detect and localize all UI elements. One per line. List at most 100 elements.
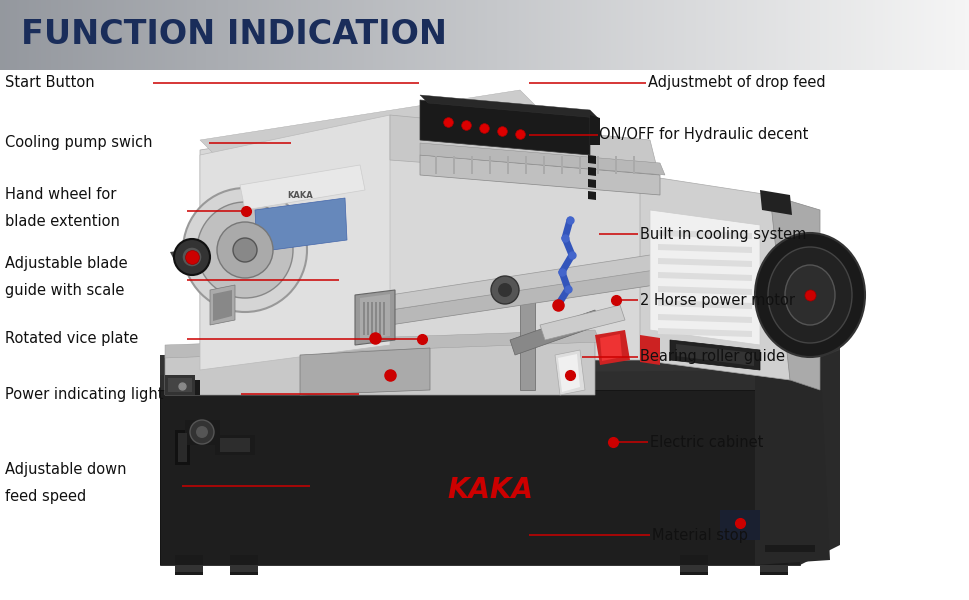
Bar [961, 0, 964, 70]
Bar [608, 0, 610, 70]
Bar [860, 0, 862, 70]
Bar [455, 0, 457, 70]
Polygon shape [543, 156, 545, 174]
Bar [966, 0, 969, 70]
Bar [656, 0, 659, 70]
Bar [239, 0, 242, 70]
Polygon shape [390, 115, 659, 180]
Bar [388, 0, 390, 70]
Polygon shape [510, 310, 600, 355]
Bar [678, 0, 680, 70]
Bar [484, 0, 486, 70]
Bar [927, 0, 930, 70]
Bar [911, 0, 913, 70]
Bar [799, 0, 801, 70]
Bar [365, 0, 368, 70]
Polygon shape [366, 302, 368, 335]
Bar [63, 0, 65, 70]
Bar [695, 0, 698, 70]
Bar [901, 0, 903, 70]
Bar [913, 0, 916, 70]
Bar [547, 0, 549, 70]
Bar [41, 0, 44, 70]
Bar [494, 0, 496, 70]
Polygon shape [420, 155, 659, 195]
Polygon shape [657, 300, 751, 309]
Bar [732, 0, 734, 70]
Bar [53, 0, 55, 70]
Polygon shape [174, 565, 203, 572]
Bar [320, 0, 322, 70]
Bar [247, 0, 250, 70]
Bar [811, 0, 814, 70]
Bar [554, 0, 557, 70]
Bar [512, 0, 514, 70]
Bar [819, 0, 821, 70]
Bar [502, 0, 504, 70]
Bar [259, 0, 262, 70]
Bar [833, 0, 835, 70]
Bar [84, 0, 87, 70]
Bar [150, 0, 152, 70]
Bar [622, 0, 625, 70]
Bar [632, 0, 635, 70]
Polygon shape [675, 344, 753, 366]
Bar [162, 0, 165, 70]
Bar [310, 0, 312, 70]
Bar [351, 0, 354, 70]
Bar [252, 0, 254, 70]
Bar [727, 0, 729, 70]
Bar [549, 0, 552, 70]
Bar [176, 0, 179, 70]
Bar [167, 0, 170, 70]
Polygon shape [719, 510, 760, 540]
Bar [296, 0, 298, 70]
Bar [357, 0, 359, 70]
Bar [673, 0, 675, 70]
Bar [141, 0, 143, 70]
Bar [748, 0, 751, 70]
Bar [438, 0, 441, 70]
Bar [707, 0, 709, 70]
Bar [50, 0, 53, 70]
Bar [237, 0, 240, 70]
Polygon shape [255, 198, 347, 252]
Bar [610, 0, 612, 70]
Polygon shape [213, 290, 232, 321]
Polygon shape [174, 430, 190, 465]
Bar [383, 0, 385, 70]
Bar [741, 0, 743, 70]
Bar [569, 0, 572, 70]
Bar [826, 0, 828, 70]
Polygon shape [170, 248, 204, 262]
Bar [170, 0, 172, 70]
Bar [606, 0, 608, 70]
Bar [390, 0, 392, 70]
Bar [116, 0, 118, 70]
Bar [821, 0, 824, 70]
Bar [268, 0, 271, 70]
Bar [564, 0, 567, 70]
Bar [123, 0, 126, 70]
Polygon shape [230, 565, 258, 572]
Polygon shape [679, 555, 707, 575]
Bar [341, 0, 344, 70]
Polygon shape [657, 328, 751, 337]
Polygon shape [165, 330, 600, 358]
Bar [644, 0, 646, 70]
Bar [325, 0, 327, 70]
Ellipse shape [754, 233, 864, 357]
Polygon shape [390, 255, 654, 310]
Bar [598, 0, 601, 70]
Bar [499, 0, 502, 70]
Polygon shape [519, 295, 535, 390]
Text: KAKA: KAKA [287, 191, 313, 199]
Polygon shape [578, 156, 580, 174]
Bar [131, 0, 133, 70]
Polygon shape [471, 156, 473, 174]
Bar [15, 0, 16, 70]
Bar [113, 0, 116, 70]
Bar [486, 0, 489, 70]
Bar [496, 0, 499, 70]
Text: FUNCTION INDICATION: FUNCTION INDICATION [21, 19, 447, 52]
